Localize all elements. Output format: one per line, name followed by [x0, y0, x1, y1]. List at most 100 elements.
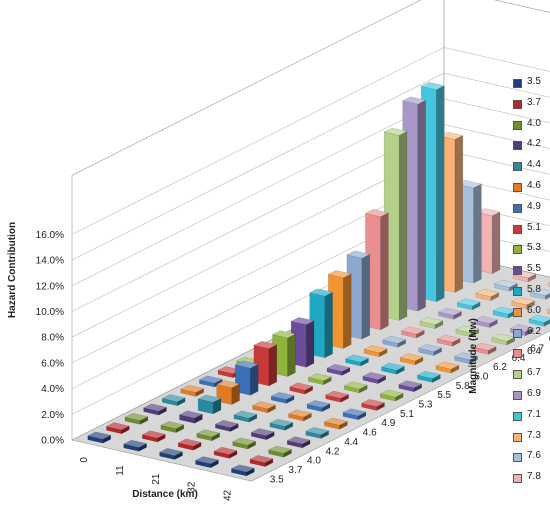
magnitude-tick-label: 6.0: [474, 372, 488, 383]
legend-item: 6.2: [513, 324, 550, 345]
legend-item: 3.5: [513, 74, 550, 95]
bar: [123, 439, 148, 452]
legend-item: 6.0: [513, 303, 550, 324]
bar: [342, 408, 367, 421]
bar: [438, 307, 463, 320]
legend-swatch: [513, 162, 522, 172]
bar: [325, 390, 350, 403]
legend-item: 7.6: [513, 448, 550, 469]
gridline: [71, 72, 550, 261]
bar: [491, 333, 516, 346]
bar: [198, 375, 223, 388]
magnitude-tick-label: 3.5: [270, 474, 284, 485]
legend-item: 6.7: [513, 365, 550, 386]
y-tick-label: 14.0%: [36, 256, 64, 267]
bar: [455, 325, 480, 338]
legend-swatch: [513, 432, 522, 442]
bar: [305, 427, 330, 439]
bar: [476, 208, 501, 275]
legend-swatch: [513, 328, 522, 338]
bar: [363, 345, 388, 358]
legend-swatch: [513, 99, 522, 109]
bar: [213, 446, 238, 459]
legend-swatch: [513, 120, 522, 130]
bar: [361, 398, 386, 411]
y-tick-label: 2.0%: [41, 410, 64, 421]
bar: [435, 361, 460, 374]
legend-item: 4.2: [513, 136, 550, 157]
legend-swatch: [513, 224, 522, 234]
legend-label: 6.4: [527, 346, 541, 358]
x-tick-label: 0: [79, 457, 90, 463]
bar: [436, 334, 461, 347]
bar: [270, 391, 295, 404]
legend-item: 4.9: [513, 199, 550, 220]
magnitude-axis-title: Magnitude (Mw): [468, 318, 479, 394]
legend-item: 7.8: [513, 469, 550, 490]
magnitude-tick-label: 4.4: [344, 437, 358, 448]
magnitude-tick-label: 4.2: [326, 446, 340, 457]
bar: [268, 445, 293, 458]
legend-swatch: [513, 349, 522, 359]
bar: [160, 421, 185, 433]
bar: [345, 354, 370, 367]
bar: [233, 410, 258, 423]
legend-item: 5.3: [513, 240, 550, 261]
x-tick-label: 21: [151, 473, 162, 485]
legend-label: 7.1: [527, 408, 541, 420]
magnitude-tick-label: 4.6: [363, 428, 377, 439]
y-tick-label: 10.0%: [36, 307, 64, 318]
bar: [159, 448, 184, 460]
bar: [380, 362, 405, 375]
legend-item: 4.6: [513, 178, 550, 199]
bar: [529, 287, 550, 300]
legend-item: 6.4: [513, 344, 550, 365]
bar: [326, 363, 351, 376]
x-axis-ticks: 0 11 21 32 42: [79, 457, 234, 501]
legend-swatch: [513, 79, 522, 88]
bar: [230, 464, 255, 477]
y-tick-label: 8.0%: [41, 333, 64, 344]
legend-item: 5.5: [513, 261, 550, 282]
bar: [250, 428, 275, 441]
bar: [252, 401, 277, 414]
legend-label: 4.4: [527, 159, 541, 171]
legend-item: 7.1: [513, 407, 550, 428]
bar: [382, 335, 407, 348]
y-tick-label: 12.0%: [36, 281, 64, 292]
legend-swatch: [513, 203, 522, 213]
bar: [418, 344, 443, 356]
bar: [286, 436, 311, 449]
magnitude-tick-label: 6.7: [530, 343, 544, 354]
legend-label: 4.9: [527, 200, 541, 212]
magnitude-tick-label: 5.8: [456, 381, 470, 392]
y-axis-ticks: 0.0% 2.0% 4.0% 6.0% 8.0% 10.0% 12.0% 14.0% 16.0%: [36, 230, 64, 447]
legend-item: 5.8: [513, 282, 550, 303]
legend-label: 6.7: [527, 367, 541, 379]
legend-label: 3.5: [527, 76, 541, 87]
chart-legend: 3.5 3.7 4.0 4.2 4.4 4.6 4.9 5.1 5.3 5.5 5.8 6.0 6.2 6…: [513, 74, 550, 490]
bar: [399, 353, 424, 366]
bar: [178, 410, 203, 424]
bar: [456, 298, 481, 311]
legend-item: 4.0: [513, 116, 550, 137]
legend-swatch: [513, 182, 522, 192]
y-axis-title: Hazard Contribution: [7, 222, 18, 318]
bar: [161, 394, 186, 407]
bar: [343, 381, 368, 394]
legend-label: 4.0: [527, 117, 541, 129]
magnitude-tick-label: 6.9: [549, 334, 550, 345]
legend-swatch: [513, 370, 522, 380]
bar: [454, 352, 479, 365]
legend-swatch: [513, 411, 522, 421]
y-tick-label: 16.0%: [36, 230, 64, 241]
bar: [379, 389, 404, 402]
magnitude-axis-ticks: 3.5 3.7 4.0 4.2 4.4 4.6 4.9 5.1 5.3 5.5 5.8 6.0 6.2 6…: [270, 334, 550, 485]
bar: [547, 308, 550, 315]
magnitude-tick-label: 5.5: [437, 390, 451, 401]
bar: [306, 400, 331, 412]
bar: [180, 384, 205, 397]
legend-label: 7.6: [527, 450, 541, 462]
x-tick-label: 42: [223, 489, 234, 501]
chart-bars: [87, 82, 550, 477]
